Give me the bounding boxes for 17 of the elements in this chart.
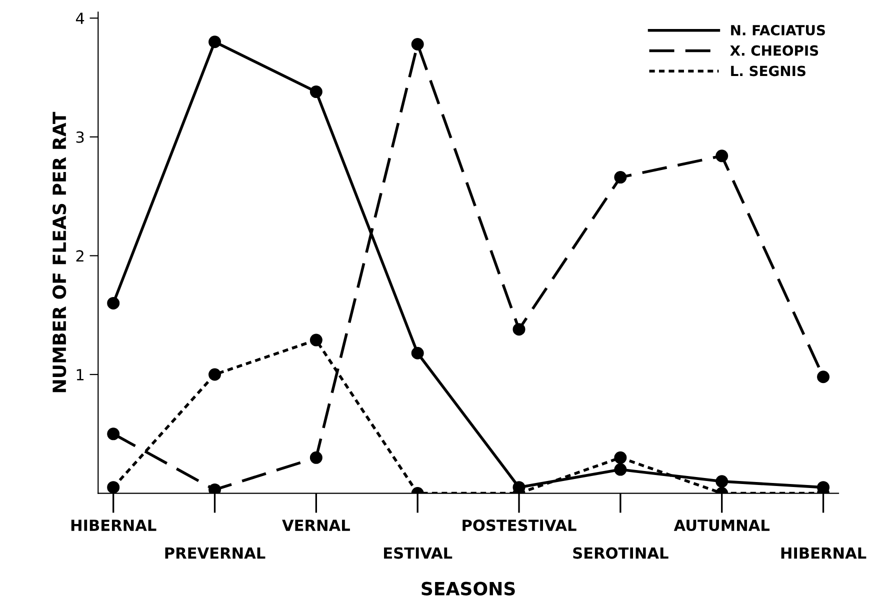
legend-label: L. SEGNIS [731, 66, 806, 76]
x-tick-label: SEROTINAL [573, 547, 668, 559]
x-tick-label: POSTESTIVAL [462, 520, 576, 532]
x-tick-label: VERNAL [282, 520, 350, 531]
x-tick-label: PREVERNAL [165, 547, 266, 559]
y-tick-label: 3 [76, 131, 84, 143]
x-tick-label: AUTUMNAL [674, 520, 770, 532]
y-tick-label: 2 [76, 250, 84, 262]
legend-label: X. CHEOPIS [730, 45, 818, 56]
y-axis-title: NUMBER OF FLEAS PER RAT [52, 112, 66, 392]
x-tick-label: HIBERNAL [71, 520, 156, 531]
legend-label: N. FACIATUS [731, 24, 825, 36]
x-axis-title: SEASONS [422, 582, 515, 596]
y-tick-label: 4 [76, 12, 84, 24]
x-tick-label: ESTIVAL [384, 547, 452, 559]
y-tick-label: 1 [76, 369, 84, 380]
x-tick-label: HIBERNAL [781, 547, 866, 559]
